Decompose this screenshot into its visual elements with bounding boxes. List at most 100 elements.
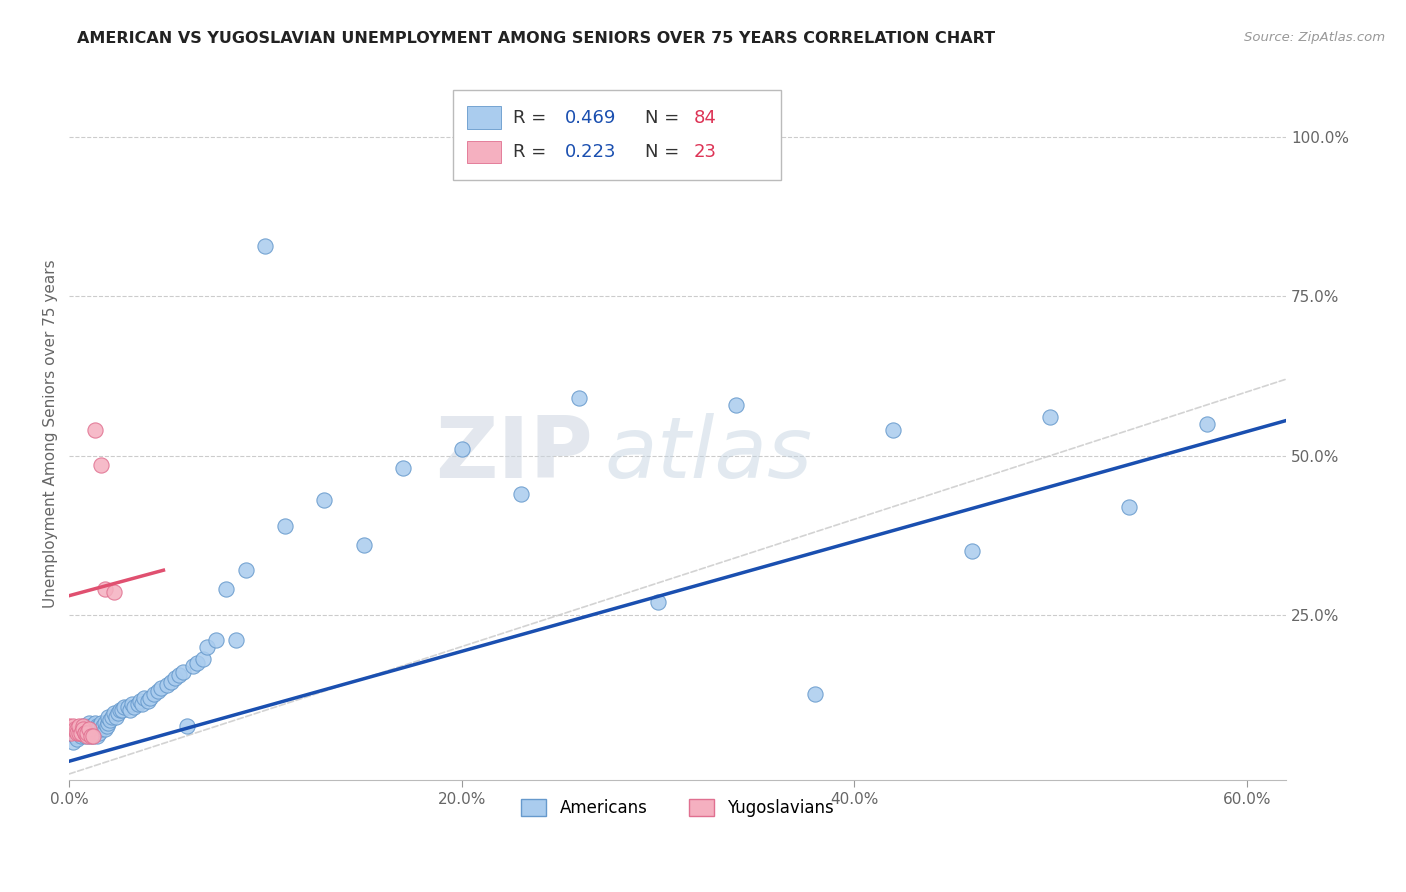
Point xyxy=(72,719,94,733)
Point xyxy=(93,582,115,597)
Point xyxy=(191,652,214,666)
Point xyxy=(1118,500,1140,514)
Point xyxy=(160,674,183,689)
Text: R =: R = xyxy=(513,144,553,161)
Point xyxy=(176,719,198,733)
Text: 23: 23 xyxy=(693,144,717,161)
Text: ZIP: ZIP xyxy=(434,413,592,496)
Point xyxy=(72,725,94,739)
Point xyxy=(73,725,96,739)
Point xyxy=(73,723,96,737)
Point xyxy=(93,723,115,737)
Point xyxy=(1039,410,1062,425)
Point xyxy=(73,725,96,739)
Point xyxy=(77,723,100,737)
Point xyxy=(72,719,94,733)
Point xyxy=(150,681,173,695)
Point xyxy=(105,709,128,723)
Point xyxy=(70,725,93,739)
Point xyxy=(80,719,103,733)
Point xyxy=(76,725,98,739)
Point xyxy=(647,595,669,609)
Point xyxy=(167,668,190,682)
Point xyxy=(392,461,415,475)
Text: 84: 84 xyxy=(693,109,716,127)
Point xyxy=(103,585,125,599)
Point xyxy=(62,723,84,737)
Point xyxy=(128,694,150,708)
Point xyxy=(804,687,827,701)
Point xyxy=(62,719,84,733)
Point xyxy=(63,723,86,737)
Point xyxy=(960,544,983,558)
Point xyxy=(86,719,108,733)
Point xyxy=(509,487,531,501)
Point xyxy=(142,687,165,701)
Point xyxy=(205,633,228,648)
Point xyxy=(103,706,125,721)
Point xyxy=(96,719,118,733)
Point xyxy=(67,725,90,739)
Point xyxy=(725,398,748,412)
Point xyxy=(274,518,297,533)
Point xyxy=(136,694,159,708)
Point xyxy=(87,719,110,733)
Point xyxy=(60,725,83,739)
Text: 0.223: 0.223 xyxy=(564,144,616,161)
Point xyxy=(66,725,89,739)
Point xyxy=(67,723,90,737)
Point xyxy=(195,640,218,654)
Point xyxy=(450,442,472,457)
Point xyxy=(66,723,89,737)
Point xyxy=(76,719,98,733)
Point xyxy=(86,729,108,743)
Text: R =: R = xyxy=(513,109,553,127)
Point xyxy=(225,633,247,648)
Text: Source: ZipAtlas.com: Source: ZipAtlas.com xyxy=(1244,31,1385,45)
Point xyxy=(66,731,89,746)
Point xyxy=(77,716,100,731)
Text: AMERICAN VS YUGOSLAVIAN UNEMPLOYMENT AMONG SENIORS OVER 75 YEARS CORRELATION CHA: AMERICAN VS YUGOSLAVIAN UNEMPLOYMENT AMO… xyxy=(77,31,995,46)
Point xyxy=(172,665,194,679)
Point xyxy=(83,423,105,437)
Point xyxy=(568,392,591,406)
Point xyxy=(882,423,904,437)
Y-axis label: Unemployment Among Seniors over 75 years: Unemployment Among Seniors over 75 years xyxy=(44,259,58,607)
Point xyxy=(186,656,208,670)
Text: N =: N = xyxy=(645,144,685,161)
Point xyxy=(1197,417,1219,431)
Point xyxy=(90,458,112,472)
Text: N =: N = xyxy=(645,109,685,127)
Point xyxy=(101,709,124,723)
Point xyxy=(138,690,160,705)
Point xyxy=(181,658,204,673)
Point xyxy=(67,725,90,739)
Legend: Americans, Yugoslavians: Americans, Yugoslavians xyxy=(515,792,841,824)
Point xyxy=(165,672,187,686)
Point xyxy=(314,493,336,508)
Point xyxy=(100,713,122,727)
Point xyxy=(146,684,169,698)
Point xyxy=(62,735,84,749)
Point xyxy=(254,238,277,252)
Point xyxy=(120,703,142,717)
Point xyxy=(83,725,105,739)
Point xyxy=(76,729,98,743)
Bar xyxy=(467,106,501,128)
Point xyxy=(58,719,80,733)
FancyBboxPatch shape xyxy=(453,90,780,180)
Point xyxy=(97,709,120,723)
Point xyxy=(76,725,98,739)
Point xyxy=(93,716,115,731)
Point xyxy=(131,697,153,711)
Point xyxy=(77,723,100,737)
Point xyxy=(112,700,135,714)
Point xyxy=(90,716,112,731)
Point xyxy=(111,703,134,717)
Point xyxy=(122,700,145,714)
Point xyxy=(82,723,104,737)
Point xyxy=(107,706,129,721)
Point xyxy=(80,725,103,739)
Point xyxy=(110,703,132,717)
Text: atlas: atlas xyxy=(605,413,813,496)
